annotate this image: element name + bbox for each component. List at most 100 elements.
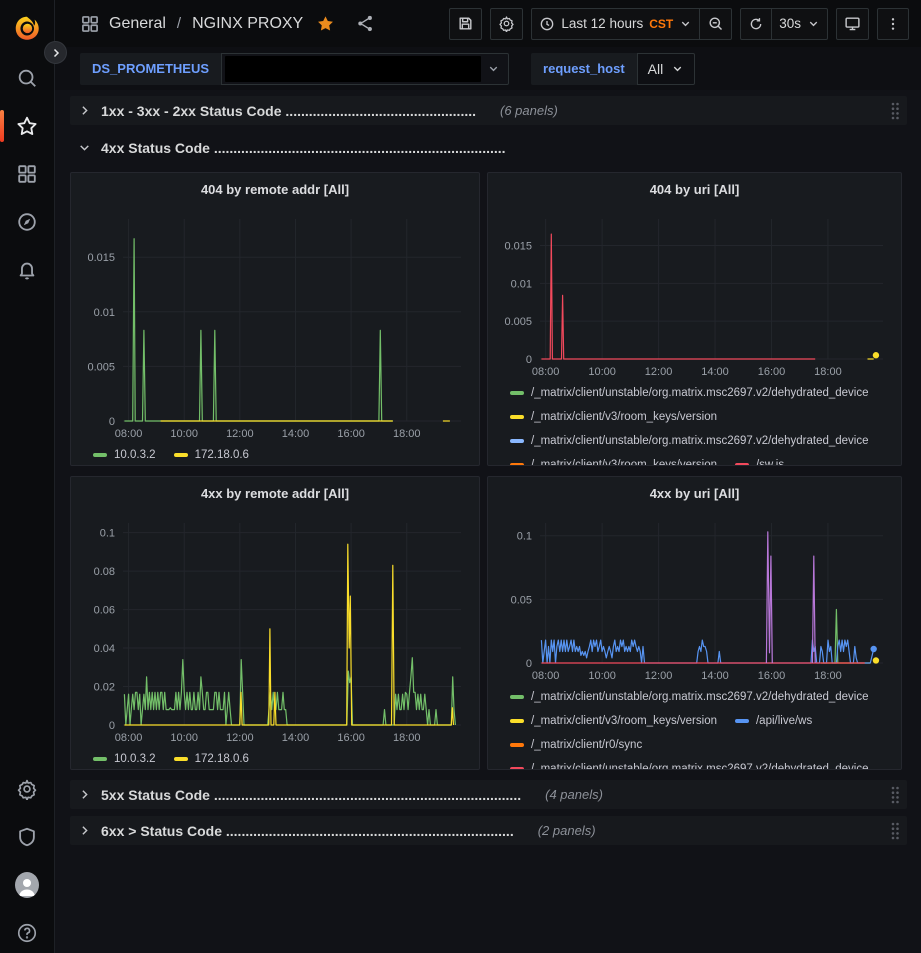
row-5xx[interactable]: 5xx Status Code ........................… <box>70 780 907 809</box>
legend-item[interactable]: /_matrix/client/v3/room_keys/version <box>510 453 717 465</box>
legend-swatch <box>93 757 107 761</box>
dashboard-title[interactable]: NGINX PROXY <box>192 15 303 33</box>
sidebar-configuration[interactable] <box>15 777 39 801</box>
legend-item[interactable]: 172.18.0.6 <box>174 747 249 769</box>
legend-label: /_matrix/client/r0/sync <box>531 739 642 751</box>
host-variable-value: All <box>648 61 664 77</box>
datasource-variable-value <box>225 56 481 82</box>
svg-text:10:00: 10:00 <box>588 366 616 378</box>
datasource-variable-select[interactable] <box>221 53 509 85</box>
sidebar-search[interactable] <box>15 66 39 90</box>
time-range-picker[interactable]: Last 12 hours CST <box>531 8 700 40</box>
legend-item[interactable]: /_matrix/client/unstable/org.matrix.msc2… <box>510 429 869 453</box>
sidebar-alerting[interactable] <box>15 258 39 282</box>
panel-404-by-uri: 404 by uri [All] 08:0010:0012:0014:0016:… <box>487 172 902 466</box>
sidebar-expand-button[interactable] <box>44 41 67 64</box>
top-navigation: General / NGINX PROXY Last 12 hours CST <box>55 0 921 47</box>
chart-legend: /_matrix/client/unstable/org.matrix.msc2… <box>496 381 893 465</box>
legend-item[interactable]: 172.18.0.6 <box>174 443 249 465</box>
chevron-down-icon <box>78 141 91 154</box>
svg-text:12:00: 12:00 <box>645 366 673 378</box>
chart-legend: /_matrix/client/unstable/org.matrix.msc2… <box>496 685 893 769</box>
dashboard-settings-button[interactable] <box>490 8 523 40</box>
host-variable-select[interactable]: All <box>637 53 696 85</box>
svg-text:08:00: 08:00 <box>532 366 560 378</box>
svg-text:10:00: 10:00 <box>170 732 198 744</box>
legend-swatch <box>174 757 188 761</box>
panel-title[interactable]: 404 by remote addr [All] <box>79 173 471 205</box>
legend-item[interactable]: /api/live/ws <box>735 709 812 733</box>
sidebar-explore[interactable] <box>15 210 39 234</box>
chevron-down-icon <box>679 17 692 30</box>
legend-item[interactable]: 10.0.3.2 <box>93 443 156 465</box>
save-dashboard-button[interactable] <box>449 8 482 40</box>
svg-text:0.1: 0.1 <box>100 528 115 540</box>
row-1xx-3xx-2xx[interactable]: 1xx - 3xx - 2xx Status Code ............… <box>70 96 907 125</box>
svg-text:0: 0 <box>526 658 532 670</box>
panel-404-by-remote-addr: 404 by remote addr [All] 08:0010:0012:00… <box>70 172 480 466</box>
dashboard-canvas: 1xx - 3xx - 2xx Status Code ............… <box>55 90 921 953</box>
panel-title[interactable]: 4xx by uri [All] <box>496 477 893 509</box>
chart-4xx-by-remote-addr[interactable]: 08:0010:0012:0014:0016:0018:0000.020.040… <box>79 509 473 747</box>
chevron-down-icon <box>671 62 684 75</box>
drag-handle-icon[interactable] <box>889 100 901 122</box>
sidebar-dashboards[interactable] <box>15 162 39 186</box>
more-options-button[interactable] <box>877 8 909 40</box>
legend-item[interactable]: /_matrix/client/unstable/org.matrix.msc2… <box>510 757 869 769</box>
svg-text:0: 0 <box>109 720 115 732</box>
share-icon[interactable] <box>356 14 375 33</box>
sidebar-profile[interactable] <box>15 873 39 897</box>
legend-label: 172.18.0.6 <box>195 449 249 461</box>
chart-legend: 10.0.3.2 172.18.0.6 <box>79 747 471 769</box>
chart-404-by-remote-addr[interactable]: 08:0010:0012:0014:0016:0018:0000.0050.01… <box>79 205 473 443</box>
svg-text:0: 0 <box>526 354 532 366</box>
zoom-out-button[interactable] <box>700 8 732 40</box>
legend-item[interactable]: /_matrix/client/v3/room_keys/version <box>510 709 717 733</box>
legend-item[interactable]: 10.0.3.2 <box>93 747 156 769</box>
svg-text:10:00: 10:00 <box>170 428 198 440</box>
refresh-icon <box>748 16 764 32</box>
drag-handle-icon[interactable] <box>889 820 901 842</box>
legend-label: /sw.js <box>756 459 784 465</box>
svg-text:12:00: 12:00 <box>226 428 254 440</box>
sidebar-server-admin[interactable] <box>15 825 39 849</box>
sidebar-starred[interactable] <box>15 114 39 138</box>
legend-swatch <box>510 743 524 747</box>
refresh-button[interactable] <box>740 8 772 40</box>
legend-label: /_matrix/client/v3/room_keys/version <box>531 715 717 727</box>
breadcrumb-section[interactable]: General <box>109 15 166 33</box>
panel-title[interactable]: 404 by uri [All] <box>496 173 893 205</box>
legend-swatch <box>93 453 107 457</box>
favorite-star-icon[interactable] <box>316 14 335 33</box>
legend-label: 172.18.0.6 <box>195 753 249 765</box>
dashboards-grid-icon <box>16 163 38 185</box>
drag-handle-icon[interactable] <box>889 784 901 806</box>
legend-label: /_matrix/client/unstable/org.matrix.msc2… <box>531 387 869 399</box>
row-4xx[interactable]: 4xx Status Code ........................… <box>70 133 907 162</box>
chevron-right-icon <box>78 788 91 801</box>
svg-text:12:00: 12:00 <box>226 732 254 744</box>
svg-text:0.005: 0.005 <box>504 316 532 328</box>
row-6xx[interactable]: 6xx > Status Code ......................… <box>70 816 907 845</box>
tv-mode-button[interactable] <box>836 8 869 40</box>
legend-item[interactable]: /sw.js <box>735 453 784 465</box>
legend-item[interactable]: /_matrix/client/v3/room_keys/version <box>510 405 717 429</box>
gear-icon <box>498 15 515 32</box>
row-title: 1xx - 3xx - 2xx Status Code ............… <box>101 103 476 119</box>
grafana-logo-icon[interactable] <box>12 13 42 43</box>
legend-item[interactable]: /_matrix/client/unstable/org.matrix.msc2… <box>510 381 869 405</box>
chart-4xx-by-uri[interactable]: 08:0010:0012:0014:0016:0018:0000.050.1 <box>496 509 895 685</box>
chart-404-by-uri[interactable]: 08:0010:0012:0014:0016:0018:0000.0050.01… <box>496 205 895 381</box>
panel-title[interactable]: 4xx by remote addr [All] <box>79 477 471 509</box>
refresh-interval-dropdown[interactable]: 30s <box>772 8 828 40</box>
chevron-right-icon <box>50 47 62 59</box>
breadcrumb: General / NGINX PROXY <box>80 14 375 34</box>
sidebar-help[interactable] <box>15 921 39 945</box>
legend-item[interactable]: /_matrix/client/unstable/org.matrix.msc2… <box>510 685 869 709</box>
chevron-down-icon <box>487 62 500 75</box>
svg-text:0.01: 0.01 <box>94 307 115 319</box>
zoom-out-icon <box>707 15 724 32</box>
svg-text:16:00: 16:00 <box>758 366 786 378</box>
save-icon <box>457 15 474 32</box>
legend-item[interactable]: /_matrix/client/r0/sync <box>510 733 642 757</box>
